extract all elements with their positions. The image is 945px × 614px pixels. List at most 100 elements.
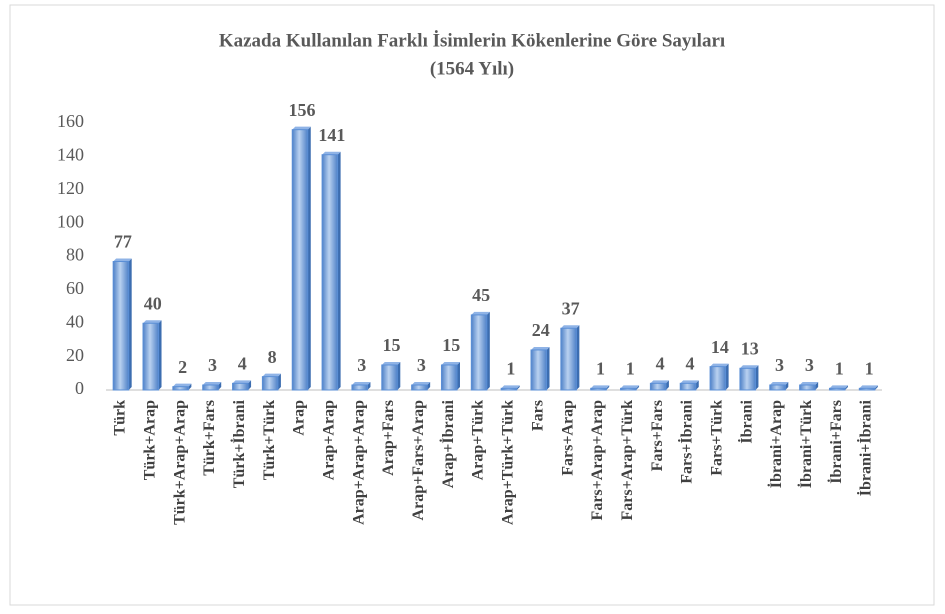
bar xyxy=(291,129,309,391)
x-tick-label: İbrani xyxy=(736,399,755,443)
x-tick-label: Arap+İbrani xyxy=(438,399,457,488)
data-label: 1 xyxy=(626,358,635,378)
bar xyxy=(351,384,368,391)
bar-top xyxy=(322,151,341,155)
data-label: 2 xyxy=(178,357,187,377)
data-label: 40 xyxy=(144,293,162,313)
bar-top xyxy=(471,311,490,315)
bar-top xyxy=(351,381,371,385)
y-tick-label: 20 xyxy=(66,345,84,365)
x-tick-label: Arap+Arap+Arap xyxy=(350,400,367,525)
data-label: 4 xyxy=(238,353,247,373)
x-tick-label: Fars+Fars xyxy=(649,400,666,471)
bar-side xyxy=(636,385,640,390)
y-tick-label: 140 xyxy=(57,145,84,165)
bar-top xyxy=(501,385,520,389)
bar-side xyxy=(546,346,550,390)
bar xyxy=(709,366,727,391)
data-label: 1 xyxy=(865,358,874,378)
x-tick-label: Fars+İbrani xyxy=(677,399,696,483)
data-label: 141 xyxy=(318,125,345,145)
bar-side xyxy=(158,320,162,390)
data-label: 77 xyxy=(114,232,132,252)
x-tick-label: Türk+Türk xyxy=(261,400,278,480)
data-label: 1 xyxy=(596,358,605,378)
bar-side xyxy=(218,381,222,390)
bar xyxy=(799,384,816,391)
data-label: 3 xyxy=(417,355,426,375)
data-label: 37 xyxy=(562,298,580,318)
bar-side xyxy=(367,381,371,390)
bar xyxy=(440,364,458,391)
bar xyxy=(858,387,876,391)
bar-side xyxy=(337,151,341,390)
bar-side xyxy=(516,385,520,390)
data-label: 15 xyxy=(442,335,460,355)
bar-top xyxy=(143,320,162,324)
bar-top xyxy=(739,365,759,369)
bar xyxy=(411,384,428,391)
bar-top xyxy=(232,380,252,384)
x-tick-label: İbrani+Arap xyxy=(766,400,785,488)
bar-top xyxy=(560,325,580,329)
x-tick-label: İbrani+Türk xyxy=(796,400,815,488)
bar xyxy=(590,387,607,391)
bar-side xyxy=(277,373,281,390)
bar-side xyxy=(606,385,610,390)
bar-side xyxy=(397,361,401,390)
x-tick-label: Arap xyxy=(291,400,308,436)
bar xyxy=(261,376,279,391)
y-tick-label: 40 xyxy=(66,311,84,331)
x-tick-label: Türk xyxy=(112,400,129,436)
bar-top xyxy=(650,380,669,384)
bar xyxy=(232,382,249,391)
bar-top xyxy=(799,381,819,385)
bar xyxy=(142,322,160,391)
x-tick-label: İbrani+İbrani xyxy=(856,399,875,496)
bar-top xyxy=(411,381,431,385)
bar-top xyxy=(202,381,222,385)
x-tick-label: Fars+Türk xyxy=(709,400,726,476)
x-tick-label: Fars xyxy=(529,400,546,431)
bar-side xyxy=(248,380,252,390)
data-label: 14 xyxy=(711,337,729,357)
bar-top xyxy=(262,373,281,377)
bar-side xyxy=(815,381,819,390)
data-label: 156 xyxy=(289,100,316,120)
bar xyxy=(112,261,130,391)
y-tick-label: 120 xyxy=(57,178,84,198)
x-tick-label: Fars+Arap xyxy=(559,400,576,476)
bar-top xyxy=(859,385,878,389)
data-label: 45 xyxy=(472,285,490,305)
bar xyxy=(620,387,637,391)
x-tick-label: Arap+Fars xyxy=(380,400,397,476)
x-tick-label: Arap+Fars+Arap xyxy=(410,400,427,521)
bar xyxy=(649,382,667,391)
bar-side xyxy=(188,383,192,390)
bar xyxy=(381,364,398,391)
x-tick-label: Türk+Fars xyxy=(201,400,218,476)
bar-side xyxy=(755,365,759,390)
bar-side xyxy=(725,363,729,390)
bar-top xyxy=(292,126,311,130)
bar-top xyxy=(680,380,699,384)
data-label: 3 xyxy=(208,355,217,375)
x-tick-label: Fars+Arap+Arap xyxy=(589,400,606,521)
bar-top xyxy=(769,381,789,385)
bar xyxy=(500,387,518,391)
bar-side xyxy=(785,381,789,390)
bar-side xyxy=(695,380,699,390)
bar-side xyxy=(576,325,580,390)
data-label: 13 xyxy=(741,338,759,358)
data-label: 8 xyxy=(268,347,277,367)
bar-top xyxy=(531,346,550,350)
data-label: 1 xyxy=(835,358,844,378)
data-label: 3 xyxy=(357,355,366,375)
data-label: 3 xyxy=(805,355,814,375)
bar-top xyxy=(113,258,132,262)
x-tick-label: Arap+Türk+Türk xyxy=(500,400,517,525)
data-label: 4 xyxy=(656,353,665,373)
bar-top xyxy=(441,361,460,365)
y-tick-label: 160 xyxy=(57,111,84,131)
